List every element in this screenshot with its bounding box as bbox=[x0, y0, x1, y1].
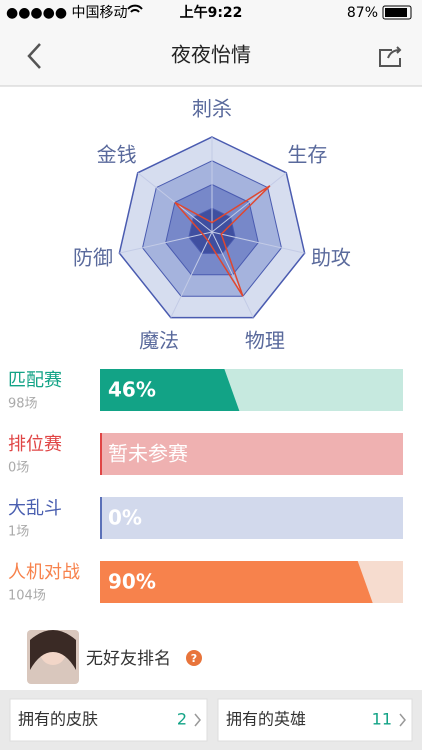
footer-button-count: 11 bbox=[372, 710, 392, 729]
battery-text: 87% bbox=[347, 5, 378, 21]
clock: 上午9:22 bbox=[180, 4, 243, 21]
mode-name: 大乱斗 bbox=[8, 498, 62, 519]
footer-button-label: 拥有的皮肤 bbox=[18, 710, 98, 729]
mode-name: 排位赛 bbox=[8, 434, 62, 455]
bar-value-label: 46% bbox=[108, 378, 156, 402]
bar-value-label: 0% bbox=[108, 506, 142, 530]
chevron bbox=[194, 713, 201, 727]
bar-track bbox=[100, 497, 403, 539]
footer-button-bg bbox=[9, 698, 208, 742]
footer-button-bg bbox=[217, 698, 413, 742]
radar-axis-label: 物理 bbox=[245, 328, 285, 352]
mode-games: 0场 bbox=[8, 461, 29, 476]
mode-name: 人机对战 bbox=[8, 562, 80, 583]
page-title: 夜夜怡情 bbox=[171, 43, 251, 67]
friend-rank-text: 无好友排名 bbox=[86, 649, 171, 669]
mode-games: 98场 bbox=[8, 397, 38, 412]
help-icon[interactable] bbox=[186, 650, 202, 666]
battery-level bbox=[385, 8, 407, 17]
bar-value-label: 暂未参赛 bbox=[108, 442, 188, 466]
wifi-icon bbox=[127, 4, 143, 13]
mode-games: 1场 bbox=[8, 525, 29, 540]
mode-name: 匹配赛 bbox=[8, 370, 62, 391]
header-bg bbox=[0, 0, 422, 86]
radar-series bbox=[174, 185, 271, 297]
bar-edge bbox=[100, 433, 102, 475]
radar-spoke bbox=[211, 231, 305, 254]
radar-spoke bbox=[211, 231, 254, 318]
footer-button[interactable]: 拥有的英雄 11 bbox=[217, 698, 413, 742]
chevron bbox=[399, 713, 406, 727]
avatar-hair bbox=[30, 630, 76, 670]
bar-track bbox=[100, 433, 403, 475]
radar-axis-label: 魔法 bbox=[139, 328, 179, 352]
radar-axis-label: 金钱 bbox=[97, 142, 137, 166]
footer-button-count: 2 bbox=[177, 710, 187, 729]
radar-axis-label: 防御 bbox=[73, 246, 113, 270]
share-button[interactable] bbox=[379, 46, 402, 67]
share-icon bbox=[379, 49, 401, 67]
help-icon-mark: ? bbox=[191, 652, 197, 665]
carrier: ●●●●● 中国移动 bbox=[6, 5, 128, 21]
footer-button[interactable]: 拥有的皮肤 2 bbox=[9, 698, 208, 742]
footer: 拥有的皮肤 2 拥有的英雄 11 bbox=[9, 698, 413, 742]
radar-spoke bbox=[211, 172, 287, 233]
bar-edge bbox=[100, 497, 102, 539]
radar-axis-label: 助攻 bbox=[311, 246, 351, 270]
bar-value-label: 90% bbox=[108, 570, 156, 594]
battery-icon bbox=[382, 5, 412, 20]
radar-spoke bbox=[119, 231, 213, 254]
mode-games: 104场 bbox=[8, 589, 46, 604]
radar-spoke bbox=[170, 231, 213, 318]
radar-axis-label: 生存 bbox=[287, 142, 327, 166]
share-arrow bbox=[387, 46, 402, 59]
back-button[interactable] bbox=[27, 43, 41, 69]
footer-button-label: 拥有的英雄 bbox=[226, 710, 306, 729]
radar-axis-label: 刺杀 bbox=[192, 97, 232, 121]
bar-fill bbox=[100, 561, 373, 603]
bar-fill bbox=[100, 369, 240, 411]
